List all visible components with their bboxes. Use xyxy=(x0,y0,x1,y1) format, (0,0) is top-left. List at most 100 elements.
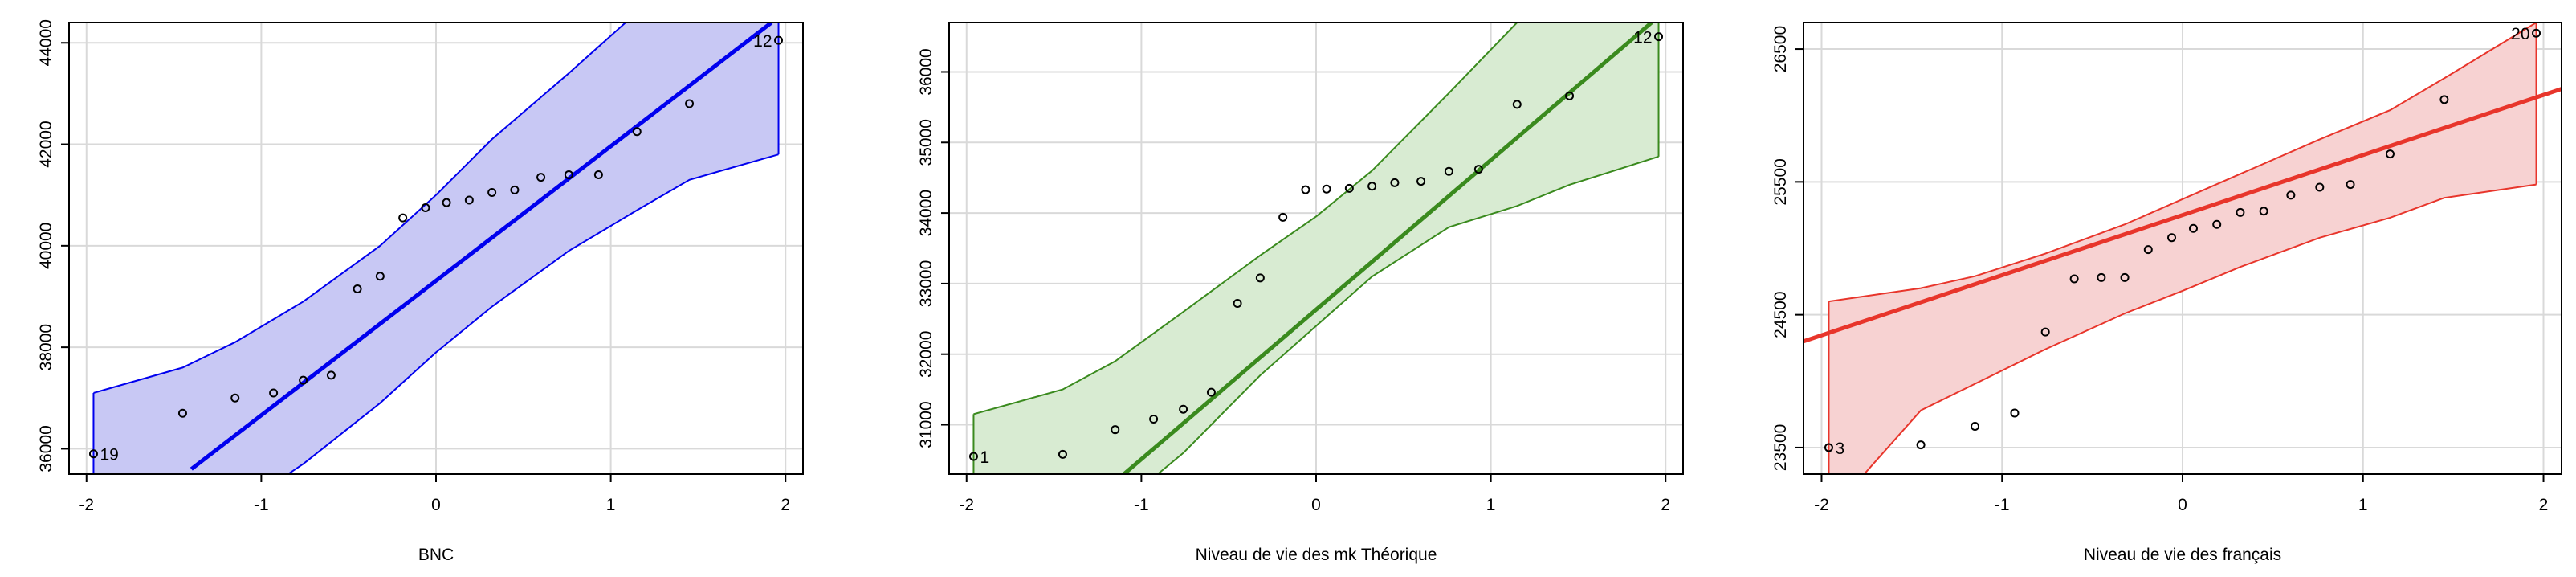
y-tick-label: 36000 xyxy=(37,425,55,472)
point-annotations: 12 1 xyxy=(980,29,1652,467)
data-point xyxy=(2385,149,2395,159)
data-point xyxy=(299,375,308,385)
envelope-lower-line xyxy=(1863,183,2537,474)
data-point xyxy=(230,393,240,403)
y-tick-label: 24500 xyxy=(1771,291,1790,338)
data-point xyxy=(1367,182,1377,191)
data-point xyxy=(2069,274,2079,284)
y-axis: 31000 32000 33000 34000 35000 36000 xyxy=(917,48,949,448)
x-tick-label: 2 xyxy=(2539,496,2549,514)
data-point xyxy=(632,127,642,137)
point-annotations: 12 19 xyxy=(100,32,772,464)
data-point xyxy=(1179,404,1188,414)
data-point xyxy=(1322,184,1331,194)
data-point xyxy=(1390,178,1400,187)
data-point xyxy=(2010,408,2020,418)
qq-reference-line xyxy=(190,23,773,471)
x-axis: -2 -1 0 1 2 xyxy=(1814,474,2548,514)
envelope-fill xyxy=(973,23,1659,474)
data-point xyxy=(968,452,978,461)
data-point xyxy=(2346,180,2355,190)
x-tick-label: 0 xyxy=(2178,496,2187,514)
y-tick-label: 42000 xyxy=(37,121,55,167)
x-tick-label: -2 xyxy=(959,496,974,514)
qq-panel-niveau-de-vie-francais: 20 3 -2 -1 0 1 2 23500 24500 25500 26500 Niveau … xyxy=(1771,22,2562,564)
point-label: 12 xyxy=(1633,29,1652,47)
y-tick-label: 31000 xyxy=(917,401,935,448)
y-tick-label: 40000 xyxy=(37,223,55,269)
x-tick-label: -1 xyxy=(1134,496,1149,514)
data-point xyxy=(1344,183,1354,193)
x-tick-label: 1 xyxy=(1486,496,1496,514)
data-point xyxy=(2439,95,2449,104)
point-annotations: 20 3 xyxy=(1835,25,2529,458)
data-point xyxy=(442,198,451,207)
data-point xyxy=(398,213,408,223)
reference-line xyxy=(1804,87,2562,344)
point-label: 1 xyxy=(980,448,989,467)
data-point xyxy=(2097,272,2106,282)
data-point xyxy=(685,99,695,108)
reference-line xyxy=(1122,23,1653,474)
data-point xyxy=(1255,273,1265,283)
qq-reference-line xyxy=(1804,87,2562,344)
point-label: 19 xyxy=(100,446,118,464)
data-point xyxy=(487,188,497,198)
confidence-envelope xyxy=(1828,23,2537,474)
x-tick-label: -2 xyxy=(79,496,94,514)
confidence-envelope xyxy=(92,23,780,474)
x-tick-label: 2 xyxy=(781,496,790,514)
x-tick-label: 0 xyxy=(431,496,441,514)
data-point xyxy=(1824,443,1833,452)
data-point xyxy=(421,203,430,212)
data-point xyxy=(510,185,520,194)
y-tick-label: 35000 xyxy=(917,119,935,166)
data-point xyxy=(2040,327,2050,337)
data-points xyxy=(1824,28,2541,452)
y-tick-label: 25500 xyxy=(1771,158,1790,205)
data-point xyxy=(536,173,546,182)
data-point xyxy=(326,370,336,380)
envelope-upper-line xyxy=(973,23,1518,415)
data-point xyxy=(2188,223,2198,233)
point-label: 3 xyxy=(1835,440,1844,458)
y-tick-label: 32000 xyxy=(917,331,935,378)
y-tick-label: 38000 xyxy=(37,324,55,370)
x-tick-label: 1 xyxy=(2358,496,2368,514)
data-point xyxy=(464,195,474,205)
data-point xyxy=(1111,425,1120,435)
envelope-lower-line xyxy=(286,153,779,474)
data-point xyxy=(564,170,573,179)
data-point xyxy=(2532,28,2541,38)
data-point xyxy=(2120,272,2130,282)
x-axis-label: Niveau de vie des mk Théorique xyxy=(1196,546,1437,564)
x-axis: -2 -1 0 1 2 xyxy=(959,474,1670,514)
envelope-fill xyxy=(1828,23,2537,474)
x-tick-label: -1 xyxy=(254,496,269,514)
y-tick-label: 33000 xyxy=(917,260,935,307)
y-axis: 23500 24500 25500 26500 xyxy=(1771,26,1804,471)
data-point xyxy=(1971,421,1980,431)
y-tick-label: 36000 xyxy=(917,48,935,95)
data-point xyxy=(774,35,784,45)
y-axis: 36000 38000 40000 42000 44000 xyxy=(37,19,69,473)
y-tick-label: 44000 xyxy=(37,19,55,66)
data-point xyxy=(1916,440,1926,450)
data-point xyxy=(2315,182,2325,192)
x-axis-label: BNC xyxy=(418,546,454,564)
data-point xyxy=(1416,177,1426,186)
data-point xyxy=(2143,245,2153,255)
data-point xyxy=(1473,165,1483,174)
x-tick-label: 0 xyxy=(1311,496,1321,514)
envelope-upper-line xyxy=(1828,23,2537,303)
reference-line xyxy=(190,23,773,471)
data-point xyxy=(177,408,187,418)
data-point xyxy=(1233,298,1242,308)
data-point xyxy=(2212,219,2222,229)
x-tick-label: 1 xyxy=(606,496,616,514)
data-point xyxy=(353,284,362,294)
data-point xyxy=(269,388,279,398)
qq-panel-niveau-de-vie-mk: 121 -2 -1 0 1 2 3100032000330003400035000360… xyxy=(917,22,1684,564)
